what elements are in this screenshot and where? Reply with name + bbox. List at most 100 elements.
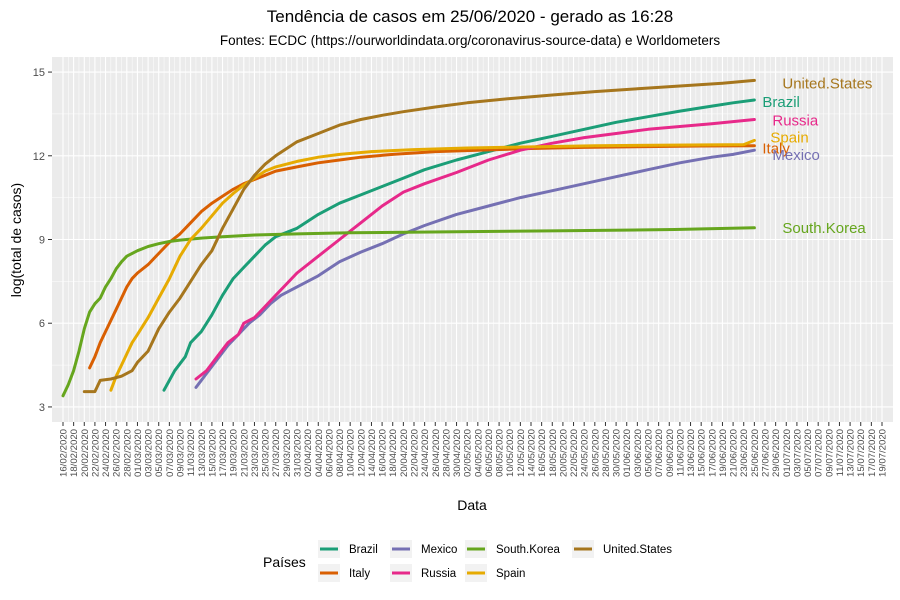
x-tick-label: 19/03/2020 (229, 429, 240, 477)
series-line-spain (109, 138, 756, 392)
grid-lines (52, 57, 893, 422)
legend-label-spain: Spain (496, 568, 525, 580)
x-tick-label: 31/03/2020 (293, 429, 304, 477)
x-axis: 16/02/2020 18/02/2020 20/02/2020 22/02/2020… (59, 422, 889, 477)
x-tick-label: 27/06/2020 (761, 429, 772, 477)
x-tick-label: 07/03/2020 (165, 429, 176, 477)
x-tick-label: 22/05/2020 (569, 429, 580, 477)
x-tick-label: 03/03/2020 (144, 429, 155, 477)
x-tick-label: 17/06/2020 (707, 429, 718, 477)
y-tick-label: 3 (39, 402, 45, 414)
x-tick-label: 28/05/2020 (601, 429, 612, 477)
legend: Países Brazil Italy Mexico Russia South.Kore… (263, 540, 672, 582)
chart-subtitle: Fontes: ECDC (https://ourworldindata.org… (220, 33, 720, 48)
end-label-russia: Russia (772, 113, 819, 130)
x-tick-label: 01/06/2020 (622, 429, 633, 477)
x-tick-label: 02/04/2020 (303, 429, 314, 477)
x-tick-label: 09/03/2020 (176, 429, 187, 477)
x-tick-label: 27/03/2020 (271, 429, 282, 477)
x-tick-label: 15/07/2020 (856, 429, 867, 477)
x-tick-label: 20/05/2020 (558, 429, 569, 477)
x-tick-label: 16/05/2020 (537, 429, 548, 477)
legend-label-brazil: Brazil (349, 544, 378, 556)
x-tick-label: 18/02/2020 (69, 429, 80, 477)
x-tick-label: 24/02/2020 (101, 429, 112, 477)
x-tick-label: 05/07/2020 (803, 429, 814, 477)
end-label-united-states: United.States (782, 75, 872, 92)
x-tick-label: 29/06/2020 (771, 429, 782, 477)
x-tick-label: 26/04/2020 (431, 429, 442, 477)
x-tick-label: 15/06/2020 (697, 429, 708, 477)
x-tick-label: 16/02/2020 (59, 429, 70, 477)
x-tick-label: 23/03/2020 (250, 429, 261, 477)
x-tick-label: 02/05/2020 (463, 429, 474, 477)
x-tick-label: 18/04/2020 (388, 429, 399, 477)
x-tick-label: 20/04/2020 (399, 429, 410, 477)
x-tick-label: 03/06/2020 (633, 429, 644, 477)
x-tick-label: 06/05/2020 (484, 429, 495, 477)
legend-label-russia: Russia (421, 568, 457, 580)
x-tick-label: 08/05/2020 (495, 429, 506, 477)
y-tick-label: 6 (39, 318, 45, 330)
x-tick-label: 03/07/2020 (792, 429, 803, 477)
legend-title: Países (263, 554, 306, 570)
x-tick-label: 11/06/2020 (675, 429, 686, 476)
x-tick-label: 09/06/2020 (665, 429, 676, 477)
x-tick-label: 16/04/2020 (378, 429, 389, 477)
x-tick-label: 15/03/2020 (207, 429, 218, 477)
series-line-brazil (162, 98, 756, 392)
end-label-spain: Spain (770, 129, 808, 146)
y-tick-label: 9 (39, 235, 45, 247)
x-tick-label: 30/04/2020 (452, 429, 463, 477)
x-tick-label: 06/04/2020 (324, 429, 335, 477)
chart-title: Tendência de casos em 25/06/2020 - gerad… (267, 7, 673, 26)
end-label-south-korea: South.Korea (782, 220, 866, 237)
x-tick-label: 11/07/2020 (835, 429, 846, 476)
x-tick-label: 13/07/2020 (846, 429, 857, 477)
x-tick-label: 17/03/2020 (218, 429, 229, 477)
series-line-united-states (82, 78, 756, 394)
x-tick-label: 19/06/2020 (718, 429, 729, 477)
x-tick-label: 26/02/2020 (112, 429, 123, 477)
x-tick-label: 08/04/2020 (335, 429, 346, 477)
x-tick-label: 29/03/2020 (282, 429, 293, 477)
end-label-brazil: Brazil (762, 94, 800, 111)
x-tick-label: 23/06/2020 (739, 429, 750, 477)
series-line-south-korea (61, 226, 756, 398)
x-tick-label: 07/06/2020 (654, 429, 665, 477)
x-tick-label: 28/02/2020 (122, 429, 133, 477)
legend-label-south-korea: South.Korea (496, 544, 561, 556)
y-axis-title: log(total de casos) (8, 183, 24, 297)
series-lines (61, 78, 756, 398)
x-tick-label: 09/07/2020 (824, 429, 835, 477)
x-tick-label: 25/03/2020 (261, 429, 272, 477)
x-tick-label: 30/05/2020 (612, 429, 623, 477)
series-line-mexico (194, 148, 756, 389)
series-line-italy (88, 144, 756, 370)
y-axis: 3 6 9 12 15 (33, 67, 52, 414)
x-tick-label: 14/04/2020 (367, 429, 378, 477)
end-label-italy: Italy (762, 141, 790, 158)
x-tick-label: 14/05/2020 (527, 429, 538, 477)
x-tick-label: 11/03/2020 (186, 429, 197, 476)
y-tick-label: 12 (33, 151, 45, 163)
x-tick-label: 21/06/2020 (729, 429, 740, 477)
x-tick-label: 13/03/2020 (197, 429, 208, 477)
x-tick-label: 20/02/2020 (80, 429, 91, 477)
series-line-russia (194, 118, 756, 381)
x-tick-label: 17/07/2020 (867, 429, 878, 477)
x-tick-label: 05/03/2020 (154, 429, 165, 477)
x-tick-label: 01/03/2020 (133, 429, 144, 477)
legend-label-mexico: Mexico (421, 544, 457, 556)
x-tick-label: 07/07/2020 (814, 429, 825, 477)
x-tick-label: 12/05/2020 (516, 429, 527, 477)
x-tick-label: 01/07/2020 (782, 429, 793, 477)
x-tick-label: 25/06/2020 (750, 429, 761, 477)
y-tick-label: 15 (33, 67, 45, 79)
x-tick-label: 12/04/2020 (356, 429, 367, 477)
x-axis-title: Data (457, 497, 487, 513)
x-tick-label: 21/03/2020 (239, 429, 250, 477)
x-tick-label: 28/04/2020 (441, 429, 452, 477)
